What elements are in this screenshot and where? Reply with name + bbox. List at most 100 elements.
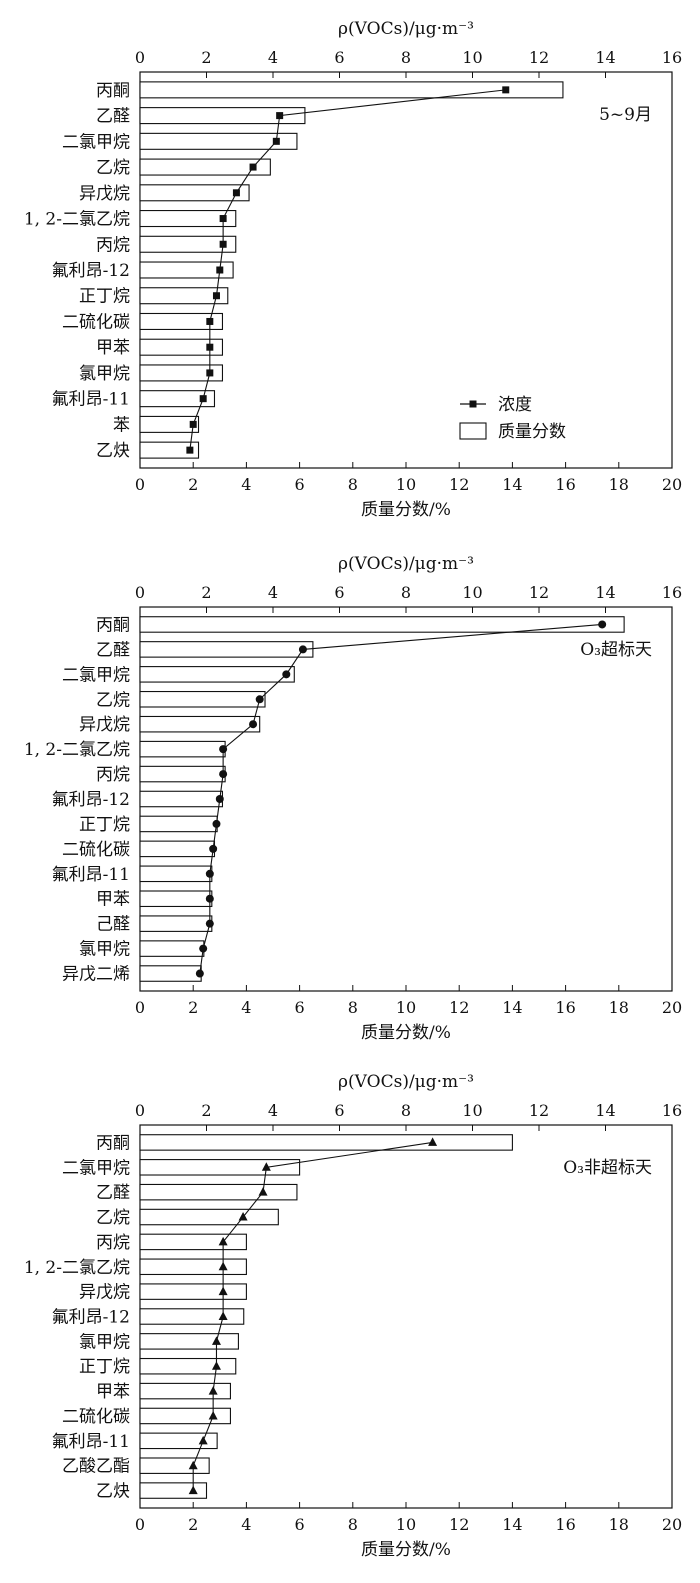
bar: [139, 338, 224, 356]
bar: [139, 965, 202, 982]
concentration-marker: [215, 795, 224, 803]
bar: [139, 865, 213, 883]
bottom-axis-tick-label: 6: [295, 1515, 305, 1534]
bar: [139, 616, 625, 633]
concentration-marker: [188, 1460, 198, 1470]
chart-panel-1: 0 2 4 6 8 10 12 14 16 18 20 0 2 4 6 8 10 12 14 16 ρ(VOCs)/μg…: [24, 19, 682, 520]
bar: [139, 1159, 301, 1176]
top-axis-tick-label: 6: [334, 48, 344, 67]
category-label: 异戊烷: [79, 184, 130, 204]
concentration-marker: [212, 819, 221, 828]
category-label: 氯甲烷: [79, 364, 130, 384]
category-label: 氟利昂-12: [52, 261, 130, 281]
category-label: 异戊烷: [79, 715, 130, 735]
top-axis-tick-label: 8: [401, 1101, 411, 1120]
category-label: 乙炔: [96, 441, 130, 461]
category-label: 氟利昂-11: [52, 865, 130, 885]
category-label: 二氯甲烷: [62, 1158, 130, 1178]
concentration-marker: [205, 894, 214, 903]
category-label: 正丁烷: [79, 1357, 130, 1377]
concentration-marker: [255, 695, 264, 704]
bar: [139, 1482, 208, 1499]
concentration-marker: [206, 369, 214, 377]
concentration-marker: [219, 215, 227, 223]
category-label: 乙烷: [96, 1208, 130, 1228]
bottom-axis-tick-label: 14: [502, 1515, 522, 1534]
category-label: 正丁烷: [79, 287, 130, 307]
top-axis-tick-label: 6: [334, 1101, 344, 1120]
bar: [139, 261, 234, 279]
category-label: 甲苯: [96, 1382, 130, 1402]
bar: [139, 1308, 245, 1325]
category-label: 己醛: [96, 915, 130, 935]
bar: [139, 235, 237, 253]
concentration-marker: [598, 620, 607, 629]
bottom-axis-tick-label: 18: [609, 1515, 629, 1534]
category-label: 丙酮: [96, 81, 130, 101]
category-label: 二硫化碳: [62, 312, 130, 332]
bottom-axis-tick-label: 4: [241, 475, 251, 494]
bottom-axis-tick-label: 10: [396, 475, 416, 494]
top-axis-tick-label: 0: [135, 48, 145, 67]
bar: [139, 1432, 218, 1450]
category-label: 乙醛: [96, 1183, 130, 1203]
chart-panel-2: 0 2 4 6 8 10 12 14 16 18 20 0 2 4 6 8 10 12 14 16 ρ(VOCs)/μg…: [24, 554, 682, 1043]
chart-annotation: 5~9月: [599, 105, 652, 125]
bar: [139, 1233, 247, 1251]
bottom-axis-tick-label: 14: [502, 998, 522, 1017]
category-label: 1, 2-二氯乙烷: [24, 740, 130, 760]
bar: [139, 1183, 298, 1201]
concentration-marker: [282, 670, 291, 679]
bar: [139, 915, 213, 932]
top-axis-tick-label: 10: [462, 1101, 482, 1120]
top-axis-tick-label: 0: [135, 583, 145, 602]
legend-bar-swatch: [459, 422, 487, 440]
concentration-marker: [208, 1386, 218, 1395]
top-axis-tick-label: 8: [401, 583, 411, 602]
concentration-marker: [206, 343, 214, 351]
concentration-marker: [188, 1485, 198, 1495]
bottom-axis-tick-label: 20: [662, 1515, 682, 1534]
category-label: 丙酮: [96, 615, 130, 635]
concentration-marker: [258, 1187, 268, 1196]
bar: [139, 210, 237, 228]
legend-bar-label: 质量分数: [498, 422, 566, 442]
bottom-axis-tick-label: 16: [555, 998, 575, 1017]
top-axis-tick-label: 12: [529, 583, 549, 602]
top-axis-tick-label: 14: [595, 48, 615, 67]
category-label: 乙醛: [96, 640, 130, 660]
bottom-axis-title: 质量分数/%: [361, 1023, 451, 1043]
bar: [139, 1407, 231, 1425]
bottom-axis-tick-label: 10: [396, 998, 416, 1017]
concentration-marker: [218, 1286, 228, 1296]
top-axis-tick-label: 4: [268, 583, 278, 602]
category-label: 乙醛: [96, 107, 130, 127]
concentration-marker: [249, 163, 257, 171]
bottom-axis-tick-label: 16: [555, 475, 575, 494]
bottom-axis-tick-label: 6: [295, 998, 305, 1017]
category-label: 二硫化碳: [62, 1407, 130, 1427]
bottom-axis-tick-label: 12: [449, 998, 469, 1017]
top-axis-tick-label: 16: [662, 1101, 682, 1120]
bar: [139, 1258, 247, 1276]
bar: [139, 107, 306, 125]
category-label: 正丁烷: [79, 815, 130, 835]
bar: [139, 1208, 279, 1226]
top-axis-tick-label: 14: [595, 1101, 615, 1120]
category-label: 氯甲烷: [79, 940, 130, 960]
bottom-axis-tick-label: 20: [662, 998, 682, 1017]
bottom-axis-tick-label: 18: [609, 998, 629, 1017]
concentration-marker: [212, 292, 220, 300]
bar: [139, 81, 564, 99]
category-label: 乙烷: [96, 690, 130, 710]
top-axis-title: ρ(VOCs)/μg·m⁻³: [338, 554, 474, 574]
concentration-marker: [199, 944, 208, 953]
category-label: 氯甲烷: [79, 1332, 130, 1352]
bottom-axis-tick-label: 14: [502, 475, 522, 494]
top-axis-tick-label: 6: [334, 583, 344, 602]
bottom-axis-tick-label: 8: [348, 998, 358, 1017]
chart-panel-3: 0 2 4 6 8 10 12 14 16 18 20 0 2 4 6 8 10 12 14 16 ρ(VOCs)/μg…: [24, 1072, 682, 1560]
concentration-marker: [199, 395, 207, 403]
concentration-marker: [205, 869, 214, 878]
bottom-axis-tick-label: 2: [188, 1515, 198, 1534]
